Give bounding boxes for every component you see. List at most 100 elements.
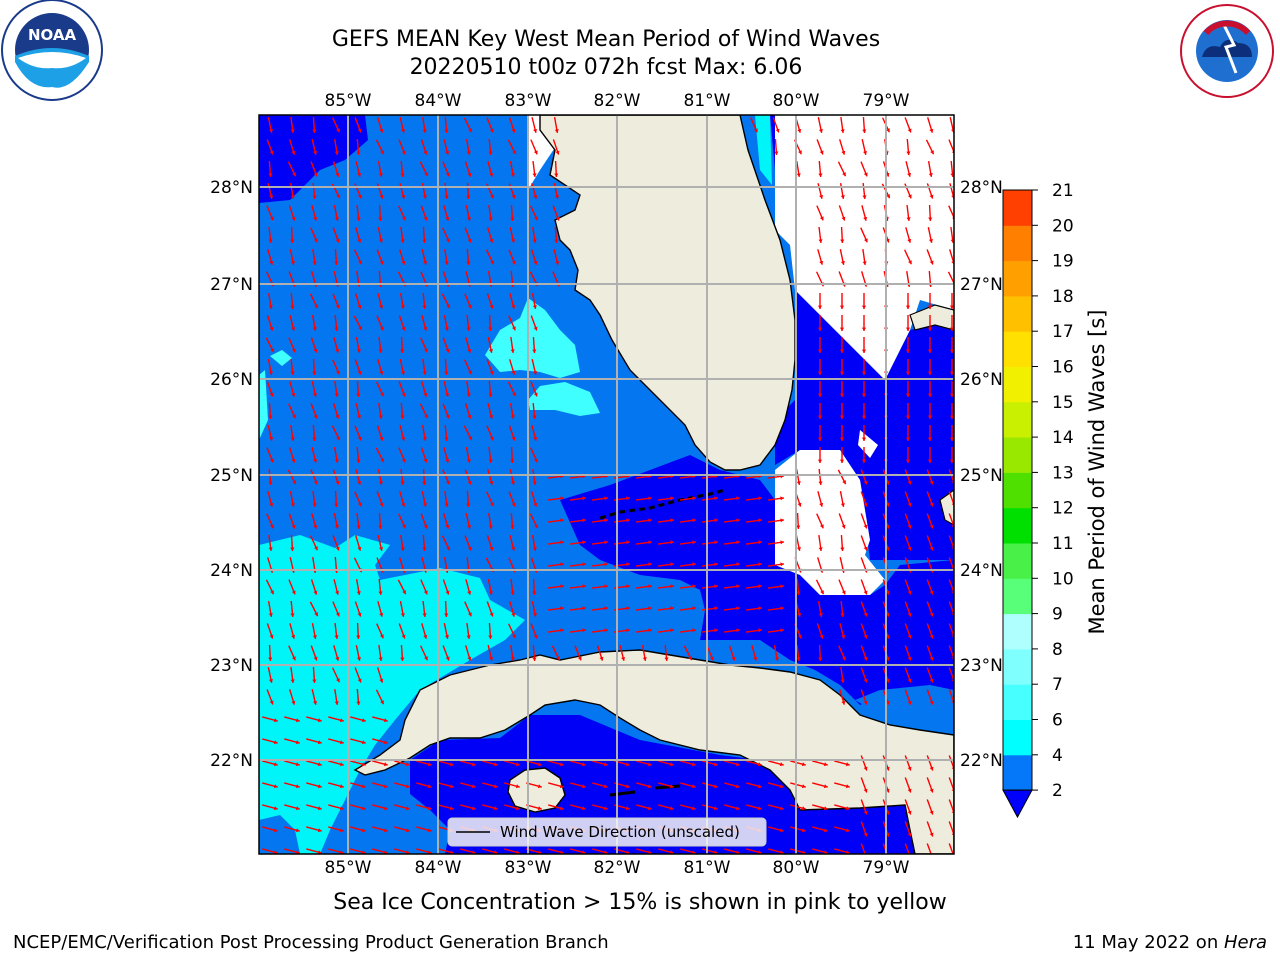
wind-arrow-head <box>292 414 296 419</box>
noaa-logo-text: NOAA <box>28 26 77 44</box>
wind-arrow-head <box>400 173 405 177</box>
wind-arrow-head <box>334 503 339 507</box>
wind-arrow-head <box>840 679 845 683</box>
wind-arrow-head <box>357 436 362 441</box>
wind-arrow-head <box>378 217 383 221</box>
lat-tick-label: 24°N <box>210 561 253 581</box>
wind-arrow-head <box>268 613 273 617</box>
wind-arrow-head <box>927 349 933 353</box>
wind-arrow-head <box>554 195 559 199</box>
wind-arrow-head <box>379 546 384 551</box>
wind-arrow-head <box>648 540 652 545</box>
wind-arrow-head <box>401 194 406 199</box>
colorbar-tick-label: 4 <box>1052 746 1063 766</box>
wind-arrow-head <box>949 371 954 375</box>
wind-arrow-head <box>670 584 674 589</box>
wind-arrow-head <box>313 238 318 243</box>
wind-arrow-head <box>949 327 954 331</box>
wind-arrow-head <box>467 304 472 309</box>
wind-arrow-head <box>907 590 912 595</box>
wind-arrow-head <box>402 524 406 529</box>
wind-arrow-head <box>379 304 384 309</box>
wind-arrow-head <box>488 217 493 221</box>
wind-arrow-head <box>422 305 427 309</box>
lon-tick-label: 84°W <box>415 858 462 878</box>
wind-arrow-head <box>907 524 912 529</box>
wind-arrow-head <box>735 850 740 854</box>
wind-arrow-head <box>735 806 740 811</box>
wind-arrow-head <box>533 634 538 639</box>
wind-arrow-head <box>422 503 427 507</box>
wind-arrow-head <box>424 172 428 177</box>
chart-title: GEFS MEAN Key West Mean Period of Wind W… <box>331 27 881 52</box>
wind-arrow-head <box>713 762 718 767</box>
wind-arrow-head <box>268 239 273 243</box>
nws-logo <box>1180 4 1274 98</box>
wind-arrow-head <box>361 784 366 789</box>
lat-tick-label: 23°N <box>960 656 1003 676</box>
wind-arrow-head <box>817 459 823 463</box>
wind-arrow-head <box>295 850 300 854</box>
wind-arrow-head <box>400 481 405 485</box>
wind-arrow-head <box>444 371 449 375</box>
wind-arrow-head <box>335 304 340 309</box>
wind-arrow-head <box>863 480 868 485</box>
lon-tick-label: 83°W <box>505 91 552 111</box>
wind-arrow-head <box>291 524 296 529</box>
wind-arrow-head <box>532 591 537 595</box>
wind-arrow-head <box>356 459 361 463</box>
wind-arrow-head <box>626 628 630 633</box>
wind-arrow-head <box>515 762 520 767</box>
colorbar-tick-label: 13 <box>1052 463 1074 483</box>
wind-arrow-head <box>714 606 718 611</box>
wind-arrow-head <box>758 606 762 611</box>
wind-arrow-head <box>493 784 498 789</box>
wind-arrow-head <box>356 349 361 353</box>
wind-arrow-head <box>445 150 450 155</box>
wind-arrow-head <box>467 348 472 353</box>
wind-arrow-head <box>736 628 740 633</box>
wind-arrow-head <box>269 392 274 397</box>
wind-arrow-head <box>466 459 471 463</box>
colorbar-tick-label: 7 <box>1052 675 1063 695</box>
lon-tick-label: 85°W <box>325 91 372 111</box>
colorbar-segment <box>1003 543 1032 579</box>
wind-arrow-head <box>466 195 471 199</box>
wind-arrow-head <box>378 173 383 177</box>
wind-arrow <box>904 843 910 854</box>
wind-arrow-head <box>758 496 762 501</box>
wind-arrow-head <box>863 788 868 793</box>
wind-arrow-head <box>532 481 537 485</box>
wind-arrow-head <box>471 784 476 789</box>
wind-arrow-head <box>335 546 340 551</box>
wind-arrow-head <box>422 613 427 617</box>
wind-arrow-head <box>907 656 912 661</box>
wind-arrow-head <box>510 173 515 177</box>
wind-arrow-head <box>863 678 868 683</box>
wind-arrow-head <box>335 414 340 419</box>
wind-arrow-head <box>757 762 762 767</box>
lat-tick-label: 26°N <box>210 370 253 390</box>
footer-credit: NCEP/EMC/Verification Post Processing Pr… <box>13 932 609 953</box>
lat-tick-label: 22°N <box>960 751 1003 771</box>
wind-arrow-head <box>929 656 934 661</box>
wind-arrow-head <box>423 348 428 353</box>
colorbar-segment <box>1003 719 1032 756</box>
wind-arrow-head <box>950 173 954 177</box>
wind-arrow-head <box>449 850 454 854</box>
wind-arrow-head <box>779 850 784 854</box>
legend-label: Wind Wave Direction (unscaled) <box>500 823 740 841</box>
wind-arrow-head <box>295 784 300 789</box>
colorbar-tick-label: 8 <box>1052 640 1063 660</box>
wind-arrow-head <box>845 828 850 833</box>
wind-arrow-head <box>907 810 912 815</box>
wind-arrow-head <box>269 502 274 507</box>
wind-arrow-head <box>861 305 867 309</box>
wind-arrow-head <box>907 546 912 551</box>
wind-arrow-head <box>949 415 954 419</box>
wind-arrow-head <box>537 806 542 811</box>
wind-arrow-head <box>445 392 450 397</box>
wind-arrow-head <box>466 635 471 639</box>
wind-arrow-head <box>906 217 911 221</box>
wind-arrow-head <box>533 370 538 375</box>
